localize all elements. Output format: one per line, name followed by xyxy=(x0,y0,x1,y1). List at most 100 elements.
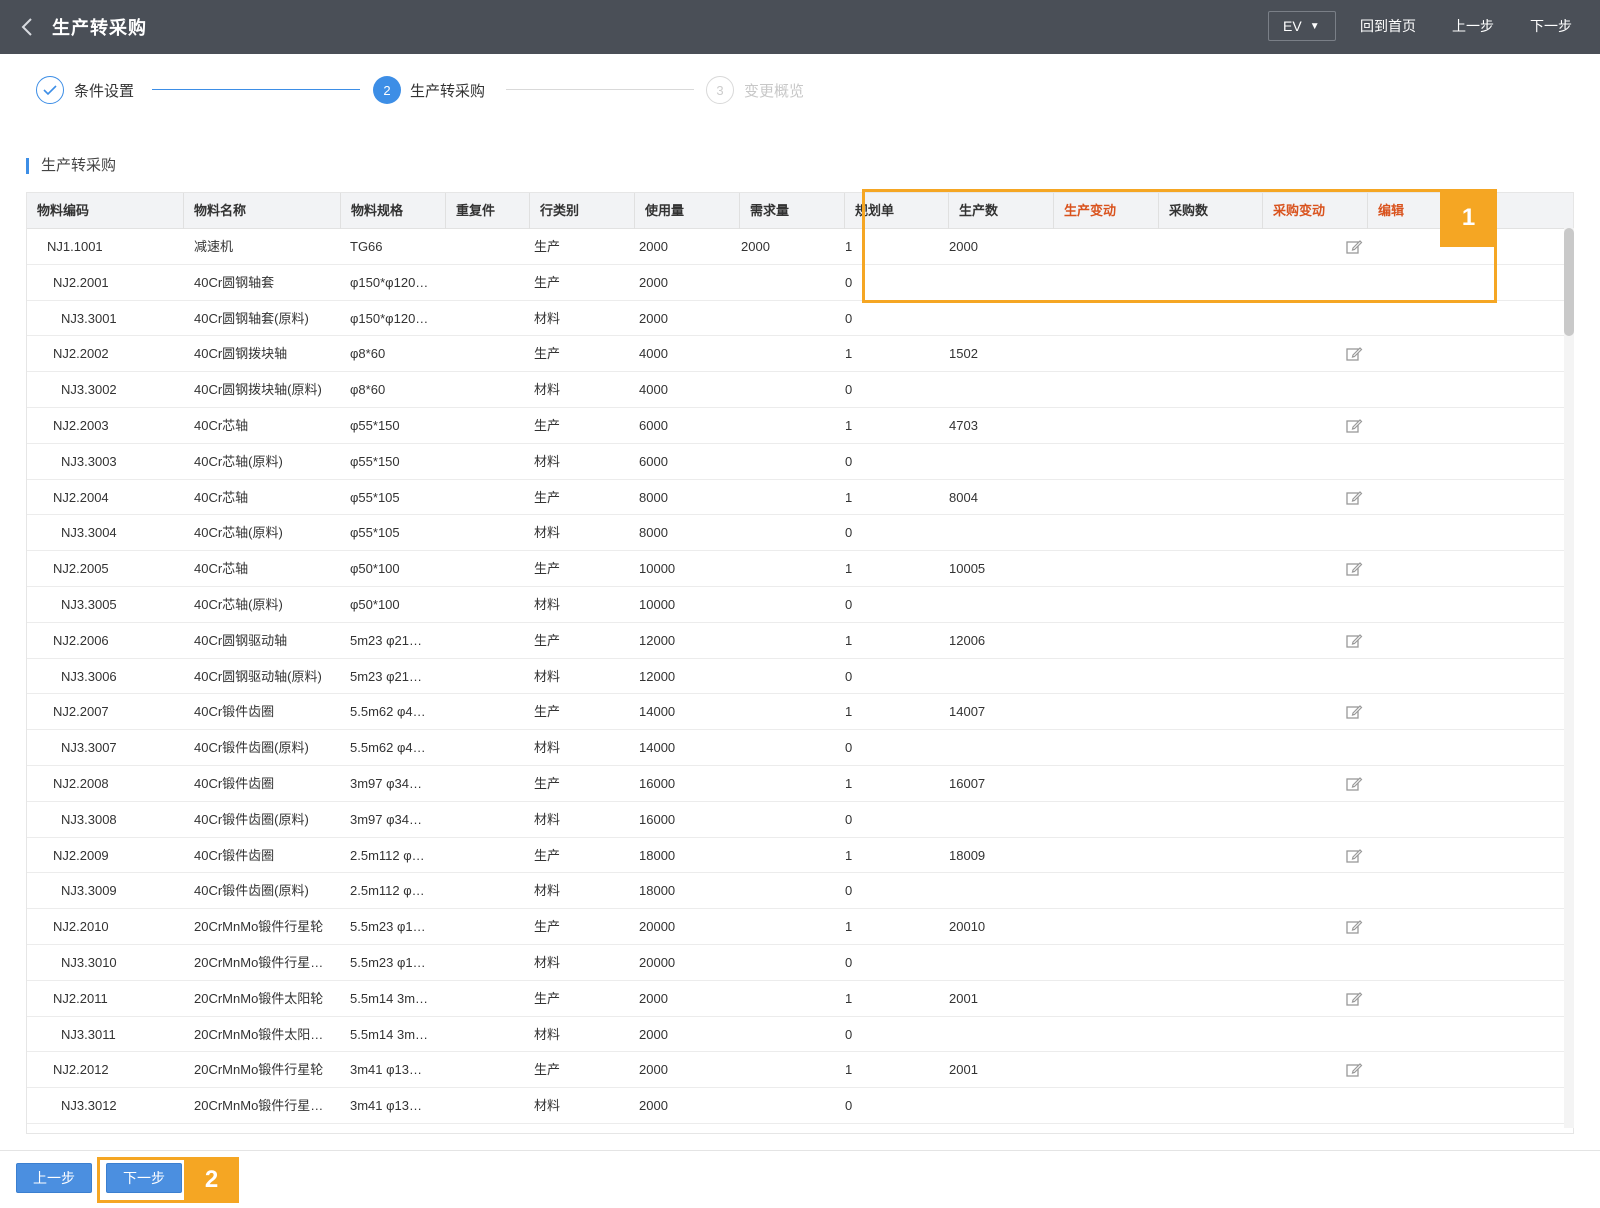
table-row[interactable]: NJ3.3012 20CrMnMo锻件行星… 3m41 φ13… 材料 2000 0 xyxy=(27,1088,1567,1124)
table-row[interactable]: NJ3.3005 40Cr芯轴(原料) φ50*100 材料 10000 0 xyxy=(27,587,1567,623)
cell-usage: 20000 xyxy=(639,954,676,970)
cell-category: 生产 xyxy=(534,1062,561,1078)
cell-repeat xyxy=(450,1052,530,1087)
cell-usage: 16000 xyxy=(639,775,676,791)
table-row[interactable]: NJ3.3002 40Cr圆钢拨块轴(原料) φ8*60 材料 4000 0 xyxy=(27,372,1567,408)
table-row[interactable]: NJ2.2010 20CrMnMo锻件行星轮 5.5m23 φ1… 生产 20000 1 2… xyxy=(27,909,1567,945)
cell-demand: 2000 xyxy=(741,239,770,254)
cell-spec: 3m41 φ13… xyxy=(350,1062,423,1078)
table-row[interactable]: NJ2.2003 40Cr芯轴 φ55*150 生产 6000 1 4703 xyxy=(27,408,1567,444)
cell-repeat xyxy=(450,659,530,694)
column-header[interactable]: 物料编码 xyxy=(27,193,184,229)
edit-icon[interactable] xyxy=(1345,489,1363,507)
cell-usage: 16000 xyxy=(639,811,676,827)
cell-spec: 3m97 φ34… xyxy=(350,775,423,791)
table-row[interactable]: NJ3.3011 20CrMnMo锻件太阳… 5.5m14 3m… 材料 2000 0 xyxy=(27,1017,1567,1053)
edit-icon[interactable] xyxy=(1345,847,1363,865)
cell-code: NJ3.3002 xyxy=(61,382,117,398)
table-row[interactable]: NJ3.3004 40Cr芯轴(原料) φ55*105 材料 8000 0 xyxy=(27,515,1567,552)
edit-icon[interactable] xyxy=(1345,238,1363,256)
cell-prod: 10005 xyxy=(949,561,986,577)
table-row[interactable]: NJ2.2005 40Cr芯轴 φ50*100 生产 10000 1 10005 xyxy=(27,551,1567,587)
column-header[interactable]: 物料名称 xyxy=(184,193,341,229)
table-row[interactable]: NJ2.2002 40Cr圆钢拨块轴 φ8*60 生产 4000 1 1502 xyxy=(27,336,1567,373)
column-header[interactable]: 采购变动 xyxy=(1263,193,1368,229)
chevron-left-icon[interactable] xyxy=(18,16,38,38)
edit-icon[interactable] xyxy=(1345,918,1363,936)
table-row[interactable]: NJ3.3010 20CrMnMo锻件行星… 5.5m23 φ1… 材料 20000 0 xyxy=(27,945,1567,981)
table-row[interactable]: NJ2.2011 20CrMnMo锻件太阳轮 5.5m14 3m… 生产 2000 1 20… xyxy=(27,981,1567,1017)
cell-demand xyxy=(741,587,841,622)
cell-name: 20CrMnMo锻件行星轮 xyxy=(194,919,324,935)
cell-usage: 2000 xyxy=(639,239,668,254)
cell-plan: 0 xyxy=(845,525,853,541)
table-row[interactable]: NJ2.2009 40Cr锻件齿圈 2.5m112 φ… 生产 18000 1 18009 xyxy=(27,838,1567,874)
column-header[interactable]: 重复件 xyxy=(446,193,530,229)
cell-code: NJ3.3010 xyxy=(61,954,117,970)
edit-icon[interactable] xyxy=(1345,345,1363,363)
table-row[interactable]: NJ3.3007 40Cr锻件齿圈(原料) 5.5m62 φ4… 材料 14000 0 xyxy=(27,730,1567,766)
cell-demand xyxy=(741,480,841,515)
scrollbar-thumb[interactable] xyxy=(1564,228,1574,336)
cell-category: 材料 xyxy=(534,668,561,684)
cell-plan: 1 xyxy=(845,417,853,433)
table-row[interactable]: NJ2.2004 40Cr芯轴 φ55*105 生产 8000 1 8004 xyxy=(27,480,1567,516)
edit-icon[interactable] xyxy=(1345,417,1363,435)
cell-spec: 5.5m23 φ1… xyxy=(350,919,426,935)
cell-category: 生产 xyxy=(534,346,561,362)
column-header[interactable]: 生产数 xyxy=(949,193,1054,229)
cell-plan: 1 xyxy=(845,632,853,648)
table-row[interactable]: NJ3.3001 40Cr圆钢轴套(原料) φ150*φ120… 材料 2000 0 xyxy=(27,301,1567,337)
table-row[interactable]: NJ2.2007 40Cr锻件齿圈 5.5m62 φ4… 生产 14000 1 14007 xyxy=(27,694,1567,731)
column-header[interactable]: 物料规格 xyxy=(341,193,446,229)
table-row[interactable]: NJ2.2008 40Cr锻件齿圈 3m97 φ34… 生产 16000 1 16007 xyxy=(27,766,1567,802)
language-select[interactable]: EV ▼ xyxy=(1268,11,1336,41)
edit-icon[interactable] xyxy=(1345,990,1363,1008)
cell-code: NJ3.3008 xyxy=(61,811,117,827)
cell-plan: 0 xyxy=(845,811,853,827)
column-header[interactable]: 采购数 xyxy=(1159,193,1263,229)
cell-prod xyxy=(949,802,1049,837)
column-header[interactable]: 使用量 xyxy=(635,193,740,229)
language-value: EV xyxy=(1283,18,1302,34)
table-row[interactable]: NJ2.2012 20CrMnMo锻件行星轮 3m41 φ13… 生产 2000 1 200… xyxy=(27,1052,1567,1089)
table-row[interactable]: NJ3.3008 40Cr锻件齿圈(原料) 3m97 φ34… 材料 16000 0 xyxy=(27,802,1567,838)
cell-category: 生产 xyxy=(534,561,561,577)
table-row[interactable]: NJ3.3006 40Cr圆钢驱动轴(原料) 5m23 φ21… 材料 12000 0 xyxy=(27,659,1567,695)
next-step-button[interactable]: 下一步 xyxy=(106,1163,182,1193)
cell-spec: 5.5m62 φ4… xyxy=(350,704,426,720)
table-row[interactable]: NJ3.3009 40Cr锻件齿圈(原料) 2.5m112 φ… 材料 18000 0 xyxy=(27,873,1567,910)
column-header[interactable]: 行类别 xyxy=(530,193,635,229)
cell-repeat xyxy=(450,1088,530,1123)
cell-code: NJ2.2003 xyxy=(53,417,109,433)
table-row[interactable]: NJ3.3003 40Cr芯轴(原料) φ55*150 材料 6000 0 xyxy=(27,444,1567,480)
cell-name: 40Cr锻件齿圈(原料) xyxy=(194,883,309,899)
table-row[interactable]: NJ2.2001 40Cr圆钢轴套 φ150*φ120… 生产 2000 0 xyxy=(27,265,1567,301)
cell-spec: φ55*150 xyxy=(350,453,400,469)
table-row[interactable]: NJ1.1001 减速机 TG66 生产 2000 2000 1 2000 xyxy=(27,229,1567,265)
edit-icon[interactable] xyxy=(1345,632,1363,650)
top-prev-link[interactable]: 上一步 xyxy=(1452,18,1494,34)
prev-step-button[interactable]: 上一步 xyxy=(16,1163,92,1193)
cell-usage: 4000 xyxy=(639,382,668,398)
cell-prod xyxy=(949,444,1049,479)
edit-icon[interactable] xyxy=(1345,775,1363,793)
edit-icon[interactable] xyxy=(1345,560,1363,578)
home-link[interactable]: 回到首页 xyxy=(1360,18,1416,34)
cell-category: 材料 xyxy=(534,954,561,970)
cell-spec: 2.5m112 φ… xyxy=(350,883,425,899)
column-header[interactable]: 生产变动 xyxy=(1054,193,1159,229)
cell-spec: 5m23 φ21… xyxy=(350,668,423,684)
step-2-number: 2 xyxy=(373,76,401,104)
edit-icon[interactable] xyxy=(1345,703,1363,721)
cell-plan: 1 xyxy=(845,775,853,791)
top-next-link[interactable]: 下一步 xyxy=(1530,18,1572,34)
cell-repeat xyxy=(450,515,530,550)
column-header[interactable]: 需求量 xyxy=(740,193,845,229)
cell-repeat xyxy=(450,945,530,980)
cell-prod: 18009 xyxy=(949,847,986,863)
table-row[interactable]: NJ2.2006 40Cr圆钢驱动轴 5m23 φ21… 生产 12000 1 12006 xyxy=(27,623,1567,659)
cell-name: 20CrMnMo锻件太阳… xyxy=(194,1026,324,1042)
edit-icon[interactable] xyxy=(1345,1061,1363,1079)
cell-prod: 16007 xyxy=(949,775,986,791)
